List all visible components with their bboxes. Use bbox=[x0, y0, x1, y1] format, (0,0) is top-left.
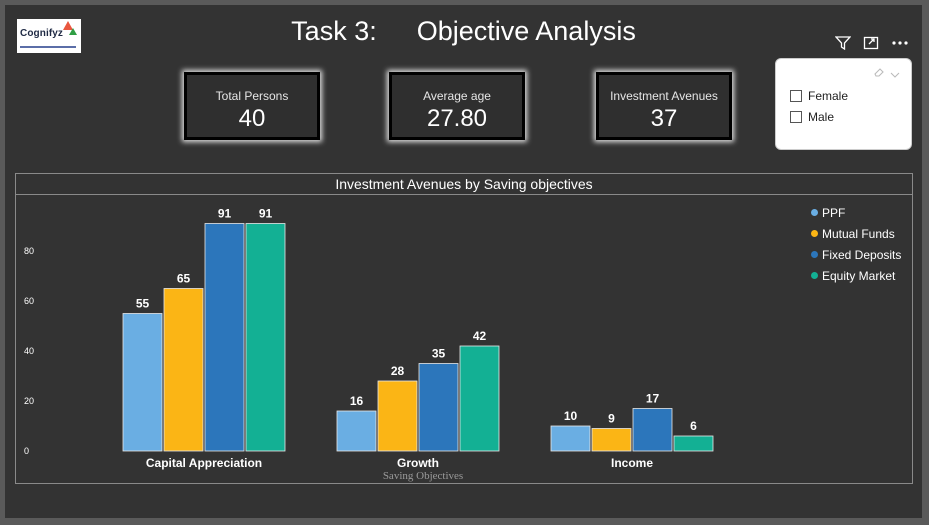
legend-dot bbox=[811, 209, 818, 216]
slicer-option-label: Female bbox=[808, 89, 849, 103]
checkbox-female[interactable] bbox=[790, 90, 802, 102]
page-title: Task 3: Objective Analysis bbox=[5, 16, 922, 47]
checkbox-male[interactable] bbox=[790, 111, 802, 123]
data-label: 17 bbox=[646, 392, 660, 406]
legend-label: Equity Market bbox=[822, 268, 896, 283]
bar[interactable] bbox=[418, 363, 459, 452]
kpi-label: Average age bbox=[423, 89, 491, 103]
kpi-card-total-persons: Total Persons 40 bbox=[184, 72, 320, 140]
logo-text: Cognifyz bbox=[20, 28, 64, 39]
bar[interactable] bbox=[163, 288, 204, 452]
data-label: 42 bbox=[473, 329, 487, 343]
bar[interactable] bbox=[632, 408, 673, 452]
bar[interactable] bbox=[459, 345, 500, 452]
x-category-label: Income bbox=[611, 456, 653, 470]
y-tick-label: 0 bbox=[24, 446, 29, 456]
slicer-option-label: Male bbox=[808, 110, 835, 124]
data-label: 28 bbox=[391, 364, 405, 378]
eraser-icon[interactable] bbox=[873, 65, 887, 83]
kpi-value: 37 bbox=[650, 105, 678, 132]
data-label: 91 bbox=[218, 207, 232, 221]
kpi-card-average-age: Average age 27.80 bbox=[389, 72, 525, 140]
focus-mode-icon[interactable] bbox=[863, 36, 879, 55]
bar[interactable] bbox=[673, 435, 714, 452]
x-axis-title: Saving Objectives bbox=[383, 470, 463, 482]
data-label: 65 bbox=[177, 272, 191, 286]
title-divider bbox=[16, 194, 912, 195]
gender-slicer: Female Male bbox=[775, 58, 912, 150]
legend-item[interactable]: PPF bbox=[811, 202, 901, 223]
kpi-value: 27.80 bbox=[426, 105, 488, 132]
bar[interactable] bbox=[204, 223, 245, 452]
report-canvas: Cognifyz Task 3: Objective Analysis Total… bbox=[5, 5, 922, 518]
chart-title: Investment Avenues by Saving objectives bbox=[335, 176, 593, 192]
y-tick-label: 40 bbox=[24, 346, 34, 356]
legend-item[interactable]: Equity Market bbox=[811, 265, 901, 286]
data-label: 35 bbox=[432, 347, 446, 361]
y-tick-label: 20 bbox=[24, 396, 34, 406]
bar[interactable] bbox=[122, 313, 163, 452]
legend-dot bbox=[811, 251, 818, 258]
slicer-option-male[interactable]: Male bbox=[790, 110, 834, 124]
y-tick-label: 60 bbox=[24, 296, 34, 306]
kpi-label: Total Persons bbox=[215, 89, 289, 103]
title-part1: Task 3: bbox=[291, 16, 377, 46]
data-label: 9 bbox=[608, 412, 615, 426]
legend-dot bbox=[811, 272, 818, 279]
legend-label: PPF bbox=[822, 205, 846, 220]
bar[interactable] bbox=[377, 380, 418, 452]
data-label: 91 bbox=[259, 207, 273, 221]
legend-dot bbox=[811, 230, 818, 237]
kpi-label: Investment Avenues bbox=[610, 89, 718, 103]
legend-label: Mutual Funds bbox=[822, 226, 895, 241]
more-options-icon[interactable] bbox=[891, 36, 909, 55]
y-tick-label: 80 bbox=[24, 246, 34, 256]
data-label: 55 bbox=[136, 297, 150, 311]
bar-chart-panel: Investment Avenues by Saving objectives … bbox=[15, 173, 913, 484]
kpi-value: 40 bbox=[238, 105, 266, 132]
bar[interactable] bbox=[336, 410, 377, 452]
bar[interactable] bbox=[591, 428, 632, 452]
slicer-option-female[interactable]: Female bbox=[790, 89, 848, 103]
bar[interactable] bbox=[245, 223, 286, 452]
title-part2: Objective Analysis bbox=[416, 16, 636, 46]
legend-item[interactable]: Mutual Funds bbox=[811, 223, 901, 244]
bar[interactable] bbox=[550, 425, 591, 452]
chevron-down-icon[interactable] bbox=[890, 66, 900, 84]
filter-icon[interactable] bbox=[834, 36, 852, 55]
data-label: 16 bbox=[350, 394, 364, 408]
kpi-card-investment-avenues: Investment Avenues 37 bbox=[596, 72, 732, 140]
chart-legend: PPF Mutual Funds Fixed Deposits Equity Mark… bbox=[811, 202, 901, 286]
legend-item[interactable]: Fixed Deposits bbox=[811, 244, 901, 265]
cognifyz-logo: Cognifyz bbox=[17, 19, 81, 53]
data-label: 10 bbox=[564, 409, 578, 423]
bar-chart: 0 20 40 60 80 55 65 91 91 Capital Appreciation 16 2… bbox=[24, 207, 714, 482]
x-category-label: Capital Appreciation bbox=[146, 456, 262, 470]
x-category-label: Growth bbox=[397, 456, 439, 470]
legend-label: Fixed Deposits bbox=[822, 247, 902, 262]
data-label: 6 bbox=[690, 419, 697, 433]
